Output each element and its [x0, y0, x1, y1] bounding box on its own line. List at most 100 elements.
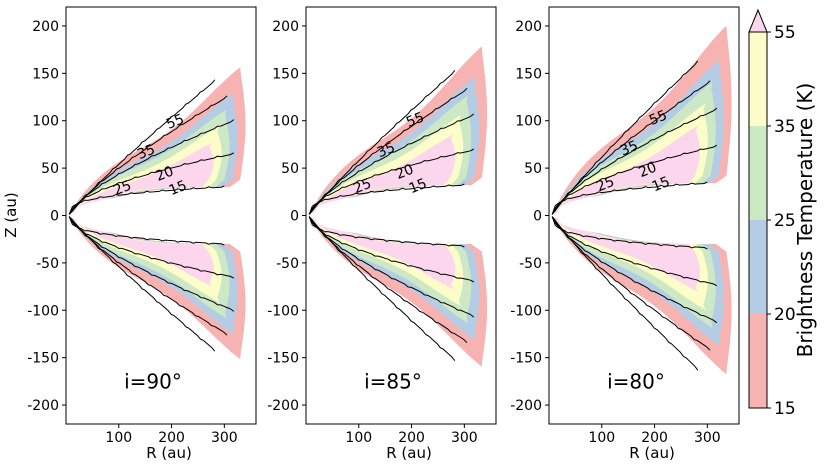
y-tick-label: -100: [27, 303, 59, 319]
y-tick-label: -150: [510, 351, 542, 367]
panel-title: i=90°: [124, 369, 182, 393]
colorbar-band-25: [749, 126, 767, 220]
colorbar-band-20: [749, 220, 767, 314]
y-tick-label: 50: [281, 161, 299, 177]
contour-label-25: 25: [111, 178, 134, 200]
y-tick-label: 50: [524, 161, 542, 177]
y-tick-label: 200: [515, 19, 542, 35]
contour-label-35: 35: [135, 142, 158, 164]
lower-cavity: [556, 215, 716, 244]
contour-25-lower: [68, 216, 235, 312]
contour-35-upper: [308, 87, 468, 215]
contour-15-lower: [551, 216, 708, 250]
y-tick-label: -200: [510, 398, 542, 414]
y-tick-label: -200: [267, 398, 299, 414]
contour-label-25: 25: [351, 176, 374, 198]
colorbar-tick-label: 15: [774, 399, 796, 419]
panel-title: i=85°: [364, 369, 422, 393]
x-tick-label: 200: [158, 430, 185, 446]
x-tick-label: 100: [345, 430, 372, 446]
lower-band-55: [554, 217, 700, 292]
y-tick-label: 150: [515, 66, 542, 82]
x-tick-label: 300: [694, 430, 721, 446]
lower-band-55: [71, 217, 214, 287]
contour-label-15: 15: [407, 176, 430, 198]
contour-35-lower: [551, 216, 711, 351]
x-tick-label: 200: [398, 430, 425, 446]
x-tick-label: 100: [105, 430, 132, 446]
contour-55-lower: [308, 216, 456, 362]
y-tick-label: -100: [267, 303, 299, 319]
y-tick-label: 200: [32, 19, 59, 35]
contour-label-15: 15: [650, 174, 673, 196]
x-axis-label: R (au): [146, 444, 192, 462]
contour-25-upper: [68, 119, 235, 215]
y-tick-label: 150: [32, 66, 59, 82]
temperature-fill: [308, 46, 487, 367]
x-axis-label: R (au): [386, 444, 432, 462]
upper-band-55: [311, 134, 456, 214]
y-tick-label: 150: [272, 66, 299, 82]
x-tick-label: 100: [588, 430, 615, 446]
contour-label-55: 55: [647, 107, 670, 129]
y-tick-label: 100: [272, 114, 299, 130]
lower-cavity: [313, 215, 472, 244]
colorbar-title: Brightness Temperature (K): [793, 83, 817, 358]
contour-20-upper: [308, 148, 475, 215]
contour-20-upper: [68, 152, 235, 215]
contour-15-lower: [68, 216, 225, 246]
contour-15-upper: [551, 181, 708, 215]
y-tick-label: 50: [41, 161, 59, 177]
contour-20-upper: [551, 144, 718, 215]
panel-title: i=80°: [607, 369, 665, 393]
contour-label-35: 35: [375, 140, 398, 162]
contour-label-20: 20: [394, 161, 417, 183]
contour-label-15: 15: [167, 178, 190, 200]
colorbar-tick-label: 20: [774, 305, 796, 325]
colorbar-tick-label: 35: [774, 117, 796, 137]
upper-cavity: [556, 183, 716, 216]
y-tick-label: -150: [27, 351, 59, 367]
contour-label-35: 35: [618, 138, 641, 160]
contour-25-upper: [551, 107, 718, 215]
y-tick-label: -50: [519, 256, 542, 272]
contour-55-upper: [308, 69, 456, 215]
contour-label-20: 20: [637, 160, 660, 182]
y-tick-label: -100: [510, 303, 542, 319]
contour-15-upper: [308, 183, 465, 215]
x-tick-label: 300: [451, 430, 478, 446]
contour-label-20: 20: [154, 163, 177, 185]
y-tick-label: 100: [32, 114, 59, 130]
contour-label-55: 55: [404, 109, 427, 131]
temperature-fill: [68, 67, 246, 360]
y-tick-label: 100: [515, 114, 542, 130]
lower-cavity: [73, 215, 230, 244]
y-tick-label: 0: [533, 209, 542, 225]
y-tick-label: -150: [267, 351, 299, 367]
y-tick-label: -50: [36, 256, 59, 272]
colorbar-extend-max: [748, 8, 768, 33]
x-tick-label: 200: [641, 430, 668, 446]
contour-55-lower: [68, 216, 216, 352]
upper-cavity: [313, 185, 472, 216]
y-tick-label: -50: [276, 256, 299, 272]
x-tick-label: 300: [211, 430, 238, 446]
colorbar-band-35: [749, 32, 767, 126]
contour-25-lower: [308, 216, 475, 318]
contour-25-lower: [551, 216, 718, 324]
contour-25-upper: [308, 113, 475, 215]
contour-55-lower: [551, 216, 699, 371]
colorbar-band-15: [749, 314, 767, 408]
colorbar-tick-label: 25: [774, 211, 796, 231]
contour-35-lower: [308, 216, 468, 344]
contour-20-lower: [551, 216, 718, 287]
upper-band-55: [71, 142, 214, 214]
contour-55-upper: [68, 79, 216, 215]
y-tick-label: 0: [50, 209, 59, 225]
contour-55-upper: [551, 60, 699, 215]
colorbar-tick-label: 55: [774, 23, 796, 43]
y-tick-label: 200: [272, 19, 299, 35]
